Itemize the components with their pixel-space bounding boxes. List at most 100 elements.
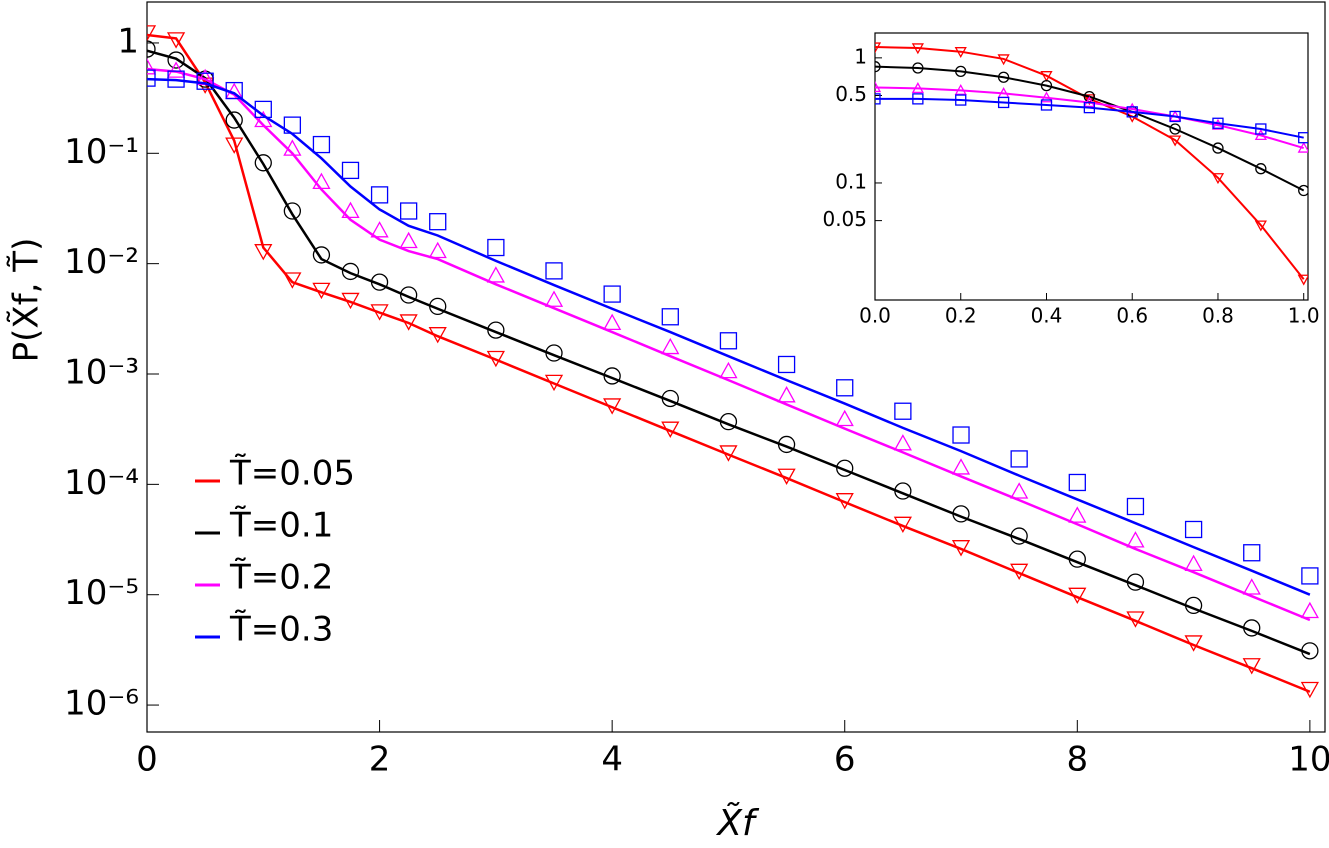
marker [312, 172, 331, 190]
marker [894, 482, 912, 500]
marker [486, 266, 505, 283]
marker [544, 290, 564, 307]
marker [1300, 681, 1319, 699]
y-axis-label: P(X̃f, T̃) [6, 238, 46, 363]
marker [952, 426, 970, 444]
marker [1298, 132, 1308, 144]
marker [487, 238, 505, 257]
marker [1297, 274, 1308, 286]
marker [1083, 96, 1096, 108]
marker [1169, 110, 1181, 123]
y-tick-label: 10⁻⁴ [64, 463, 139, 503]
marker [196, 72, 214, 90]
series-line [147, 33, 1311, 693]
marker [399, 286, 418, 304]
x-tick-label: 0.0 [859, 304, 891, 328]
marker [312, 282, 331, 300]
marker [955, 65, 967, 78]
marker [997, 96, 1010, 109]
marker [955, 94, 967, 106]
marker [1068, 550, 1086, 568]
marker [836, 379, 854, 397]
marker [1184, 596, 1203, 615]
marker [225, 137, 244, 154]
marker [719, 413, 738, 431]
y-tick-label: 10⁻³ [64, 353, 139, 393]
x-tick-label: 0.4 [1031, 304, 1063, 328]
marker [1040, 99, 1053, 111]
marker [661, 421, 680, 438]
series-line [875, 46, 1305, 280]
marker [254, 244, 273, 261]
marker [1010, 482, 1029, 499]
marker [661, 337, 680, 355]
marker [1083, 101, 1096, 114]
x-tick-label: 1.0 [1288, 304, 1320, 328]
x-tick-label: 8 [1066, 739, 1088, 779]
marker [341, 161, 360, 180]
marker [1169, 123, 1181, 135]
marker [912, 62, 924, 74]
marker [777, 468, 796, 485]
marker [951, 540, 971, 557]
plot-frame [874, 32, 1309, 301]
marker [1126, 106, 1138, 118]
marker [603, 398, 622, 415]
marker [1184, 554, 1203, 571]
marker [312, 246, 331, 264]
y-tick-label: 1 [117, 21, 139, 61]
marker [167, 70, 185, 88]
y-tick-label: 10⁻⁶ [64, 684, 139, 724]
x-tick-label: 0 [136, 739, 158, 779]
marker [166, 32, 186, 49]
marker [429, 297, 447, 316]
marker [1301, 567, 1319, 585]
marker [1184, 635, 1203, 652]
marker [341, 201, 360, 219]
y-tick-label: 10⁻¹ [64, 132, 139, 172]
marker [225, 111, 243, 129]
marker [875, 81, 882, 93]
marker [1301, 642, 1319, 660]
marker [1126, 611, 1145, 628]
marker [1243, 619, 1261, 637]
marker [911, 43, 924, 55]
marker [1068, 587, 1087, 605]
marker [1126, 102, 1139, 114]
marker [836, 459, 854, 477]
series-layer [875, 42, 1308, 286]
series-line [147, 49, 1311, 656]
series-line [147, 67, 1311, 622]
marker [283, 139, 302, 156]
marker [544, 374, 564, 392]
marker [777, 355, 796, 374]
marker [893, 516, 912, 534]
x-tick-label: 0.2 [945, 304, 977, 328]
marker [719, 445, 738, 462]
x-tick-label: 0.8 [1202, 304, 1234, 328]
x-tick-label: 2 [369, 739, 391, 779]
marker [1126, 497, 1145, 516]
marker [875, 93, 881, 105]
marker [487, 321, 505, 339]
y-tick-label: 0.05 [822, 207, 867, 231]
marker [1184, 520, 1203, 539]
x-tick-label: 6 [834, 739, 856, 779]
marker [147, 25, 157, 42]
marker [1243, 544, 1261, 562]
y-tick-label: 0.1 [835, 169, 867, 193]
inset-plot: 0.0 0.2 0.4 0.6 0.8 1.0 0.05 0.1 0.5 1 [822, 32, 1320, 328]
marker [661, 389, 679, 408]
marker [1254, 129, 1267, 141]
marker [875, 42, 882, 54]
marker [167, 51, 185, 69]
marker [283, 272, 302, 289]
marker [954, 47, 967, 59]
marker [1168, 135, 1182, 147]
marker [166, 61, 186, 78]
marker [1254, 220, 1267, 232]
marker [835, 493, 854, 510]
marker [777, 386, 796, 403]
marker [428, 327, 447, 344]
